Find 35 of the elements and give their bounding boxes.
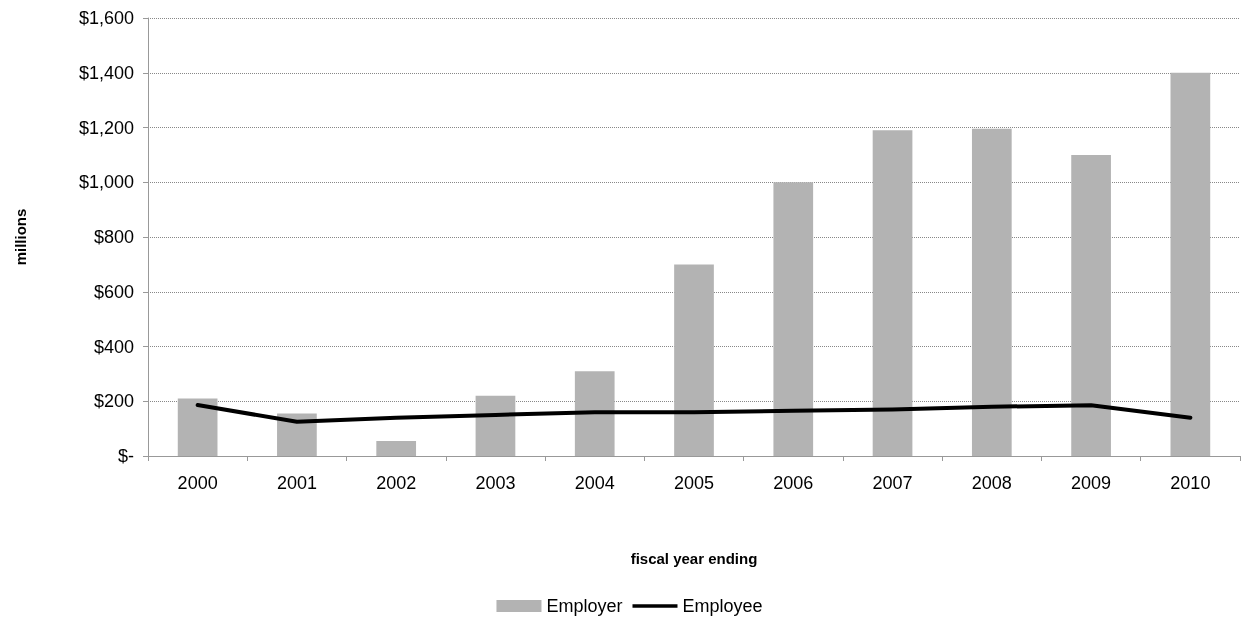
bar (674, 264, 714, 456)
x-tick-label: 2005 (673, 473, 715, 493)
bar (971, 128, 1012, 456)
x-tick-label: 2010 (1170, 473, 1211, 493)
y-tick-label: $400 (93, 336, 134, 357)
bar (1170, 72, 1211, 456)
y-tick-label: $600 (93, 281, 134, 302)
bar (1071, 154, 1111, 456)
x-tick-label: 2008 (971, 473, 1012, 493)
line-series (195, 403, 1193, 424)
x-tick-label: 2000 (177, 473, 218, 493)
x-tick-label: 2007 (872, 473, 913, 493)
y-tick-label: $1,400 (78, 62, 134, 83)
y-tick-label: $800 (93, 227, 134, 247)
x-tick-label: 2001 (276, 473, 317, 493)
x-tick-label: 2002 (376, 473, 417, 493)
bar (475, 395, 516, 456)
legend-label: Employer (546, 596, 623, 616)
bar (773, 182, 814, 456)
x-tick-label: 2004 (574, 473, 615, 493)
x-tick-label: 2009 (1071, 473, 1112, 493)
bar (376, 440, 417, 456)
legend-label: Employee (682, 596, 763, 616)
x-axis-title: fiscal year ending (630, 550, 758, 567)
y-axis-title: millions (12, 208, 29, 266)
x-tick-label: 2006 (773, 473, 814, 493)
x-tick-label: 2003 (475, 473, 516, 493)
y-tick-label: $200 (93, 391, 134, 412)
y-tick-label: $1,200 (78, 117, 134, 138)
y-tick-label: $1,000 (78, 172, 134, 193)
bar (872, 130, 913, 456)
y-tick-label: $1,600 (78, 8, 134, 28)
y-tick-label: $- (117, 446, 134, 466)
bar (177, 398, 218, 456)
bar (574, 371, 615, 456)
